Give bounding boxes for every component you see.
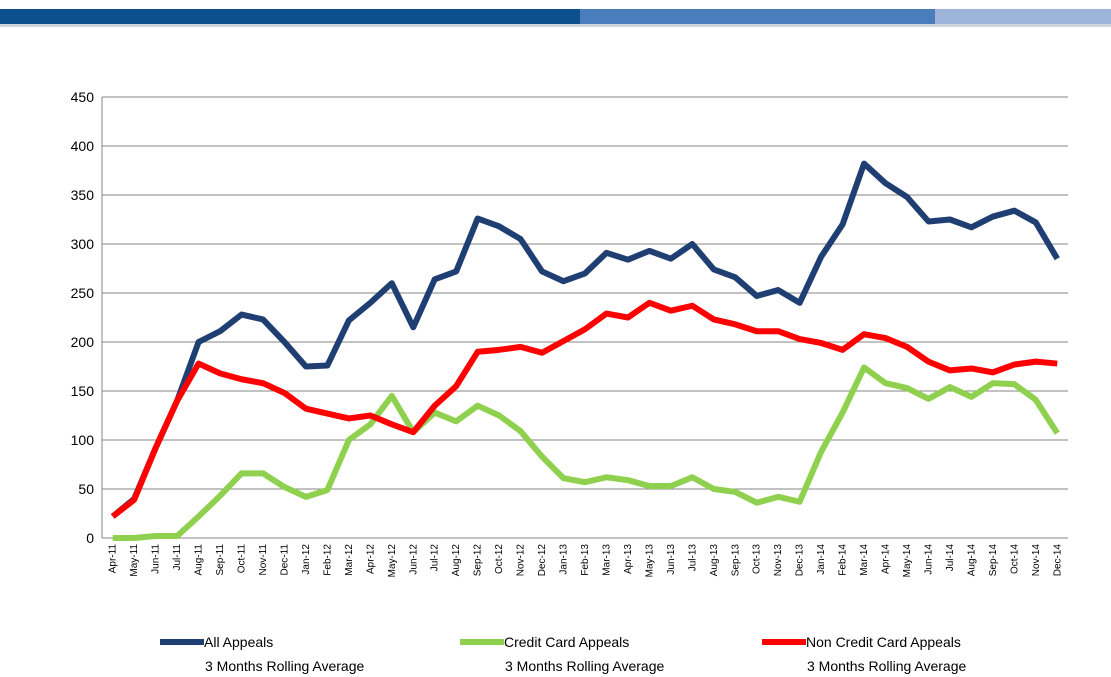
x-tick-label: Feb-14 — [838, 544, 849, 576]
x-tick-label: Sep-13 — [730, 544, 741, 577]
x-tick-label: Mar-12 — [344, 544, 355, 576]
y-tick-label: 150 — [71, 383, 95, 399]
series-line — [110, 160, 1060, 519]
x-tick-label: Aug-12 — [451, 544, 462, 577]
banner-mid — [580, 9, 935, 24]
series-line — [110, 299, 1058, 519]
x-tick-label: May-11 — [129, 544, 140, 577]
x-tick-label: Mar-13 — [601, 544, 612, 576]
x-tick-label: Sep-11 — [215, 544, 226, 576]
x-tick-label: Aug-14 — [966, 544, 977, 577]
x-tick-label: Mar-14 — [859, 544, 870, 576]
x-tick-label: Sep-12 — [473, 544, 484, 577]
banner-dark — [0, 9, 580, 24]
x-tick-label: Nov-13 — [773, 544, 784, 577]
banner-light — [935, 9, 1111, 24]
x-tick-label: Nov-12 — [516, 544, 527, 577]
x-tick-label: Jan-14 — [816, 544, 827, 575]
y-tick-label: 400 — [71, 138, 95, 154]
y-tick-label: 100 — [71, 432, 95, 448]
y-tick-label: 0 — [86, 530, 94, 546]
x-tick-label: Apr-13 — [623, 544, 634, 574]
x-tick-label: Oct-12 — [494, 544, 505, 574]
x-tick-label: Aug-13 — [709, 544, 720, 577]
x-tick-label: Dec-13 — [795, 544, 806, 577]
y-tick-label: 200 — [71, 334, 95, 350]
legend-note: 3 Months Rolling Average — [505, 658, 664, 674]
y-tick-label: 350 — [71, 187, 95, 203]
legend-note: 3 Months Rolling Average — [807, 658, 966, 674]
x-tick-label: Jul-11 — [172, 544, 183, 571]
legend-label: All Appeals — [204, 634, 273, 650]
x-tick-label: Jun-12 — [408, 544, 419, 575]
x-tick-label: Jun-11 — [151, 544, 162, 574]
x-tick-label: May-12 — [387, 544, 398, 578]
x-tick-label: Jul-12 — [430, 544, 441, 572]
x-tick-label: Jun-13 — [666, 544, 677, 575]
x-tick-label: Dec-11 — [279, 544, 290, 576]
x-tick-label: Feb-12 — [322, 544, 333, 576]
x-tick-label: May-13 — [644, 544, 655, 578]
legend-note: 3 Months Rolling Average — [205, 658, 364, 674]
x-tick-label: Nov-14 — [1031, 544, 1042, 577]
y-tick-label: 250 — [71, 285, 95, 301]
x-tick-label: Jul-13 — [687, 544, 698, 572]
series-line — [112, 364, 1060, 541]
x-tick-label: Jun-14 — [923, 544, 934, 575]
legend-label: Credit Card Appeals — [504, 634, 629, 650]
x-tick-label: Dec-14 — [1052, 544, 1063, 577]
x-tick-label: Oct-13 — [752, 544, 763, 574]
x-tick-label: Jan-13 — [559, 544, 570, 575]
x-tick-label: Feb-13 — [580, 544, 591, 576]
x-tick-label: Jul-14 — [945, 544, 956, 572]
x-tick-label: Apr-12 — [365, 544, 376, 574]
x-tick-label: Jan-12 — [301, 544, 312, 575]
y-tick-label: 50 — [78, 481, 94, 497]
x-tick-label: May-14 — [902, 544, 913, 578]
y-tick-label: 450 — [71, 89, 95, 105]
x-tick-label: Nov-11 — [258, 544, 269, 576]
x-tick-label: Oct-11 — [237, 544, 248, 574]
x-tick-label: Aug-11 — [194, 544, 205, 576]
x-tick-label: Oct-14 — [1009, 544, 1020, 574]
y-tick-label: 300 — [71, 236, 95, 252]
banner-rule — [0, 24, 1111, 27]
x-tick-label: Apr-14 — [881, 544, 892, 574]
legend-label: Non Credit Card Appeals — [806, 634, 961, 650]
x-tick-label: Dec-12 — [537, 544, 548, 577]
x-tick-label: Sep-14 — [988, 544, 999, 577]
x-tick-label: Apr-11 — [108, 544, 119, 574]
